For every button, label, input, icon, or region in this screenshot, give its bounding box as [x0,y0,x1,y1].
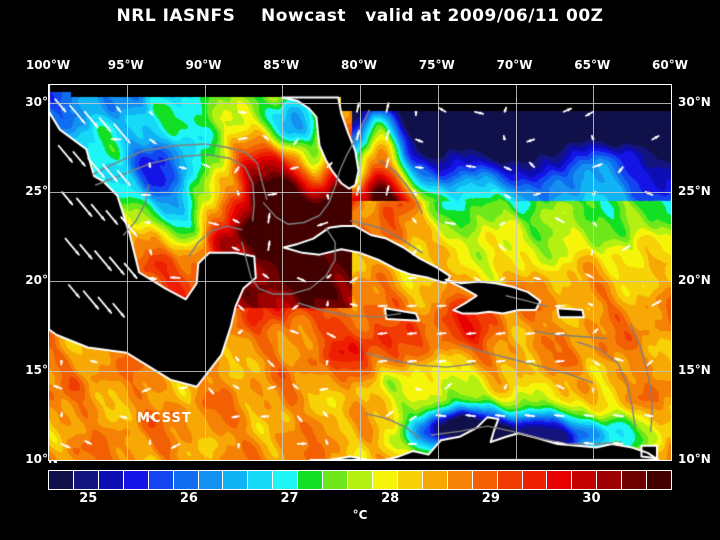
gridline-lon-1 [127,85,128,460]
lon-tick-label-2: 90°W [185,58,222,72]
mcsst-annotation: MCSST [137,411,192,426]
lon-tick-label-7: 65°W [574,58,611,72]
colorbar-swatch-9 [273,471,299,489]
colorbar-swatch-16 [447,471,473,489]
colorbar-swatch-10 [298,471,324,489]
colorbar-swatch-5 [173,471,199,489]
lon-tick-label-6: 70°W [496,58,533,72]
map-plot-area: MCSST [48,84,672,461]
colorbar-tick-3: 28 [381,491,400,506]
lon-tick-label-0: 100°W [25,58,71,72]
colorbar-swatch-23 [622,471,648,489]
colorbar-swatch-1 [73,471,99,489]
colorbar-tick-0: 25 [79,491,98,506]
gridline-lon-6 [516,85,517,460]
colorbar-swatch-18 [497,471,523,489]
colorbar-swatch-20 [547,471,573,489]
gridline-lon-7 [593,85,594,460]
colorbar-swatch-19 [522,471,548,489]
lon-tick-label-8: 60°W [652,58,688,72]
colorbar-swatch-17 [472,471,498,489]
gridline-lat-0 [49,103,671,104]
gridline-lon-4 [360,85,361,460]
gridline-lon-5 [438,85,439,460]
gridline-lat-1 [49,192,671,193]
colorbar-swatch-24 [647,471,672,489]
gridline-lat-3 [49,371,671,372]
colorbar-swatch-6 [198,471,224,489]
colorbar-swatch-2 [98,471,124,489]
gridline-lon-2 [205,85,206,460]
lat-tick-label-right-1: 25°N [678,184,711,199]
colorbar-swatch-7 [223,471,249,489]
gridline-lon-3 [282,85,283,460]
colorbar-tick-2: 27 [280,491,299,506]
colorbar-swatch-0 [49,471,74,489]
lon-tick-label-3: 85°W [263,58,300,72]
colorbar-unit-label: °C [352,508,368,522]
colorbar-swatch-14 [397,471,423,489]
colorbar-swatch-15 [422,471,448,489]
colorbar [48,470,672,490]
colorbar-swatch-4 [148,471,174,489]
lon-tick-label-1: 95°W [107,58,144,72]
lat-tick-label-right-2: 20°N [678,273,711,288]
colorbar-tick-5: 30 [582,491,601,506]
colorbar-swatch-8 [248,471,274,489]
lon-tick-label-4: 80°W [341,58,377,72]
lon-tick-label-5: 75°W [418,58,455,72]
colorbar-swatch-22 [597,471,623,489]
gridline-lat-2 [49,281,671,282]
lat-tick-label-right-0: 30°N [678,94,711,109]
colorbar-swatch-13 [372,471,398,489]
lat-tick-label-right-4: 10°N [678,452,711,466]
colorbar-swatch-11 [323,471,349,489]
lat-tick-label-right-3: 15°N [678,362,711,377]
colorbar-swatch-21 [572,471,598,489]
colorbar-tick-1: 26 [179,491,198,506]
colorbar-swatch-3 [123,471,149,489]
colorbar-swatch-12 [348,471,373,489]
colorbar-tick-4: 29 [481,491,500,506]
figure-title: NRL IASNFS Nowcast valid at 2009/06/11 0… [116,6,604,26]
